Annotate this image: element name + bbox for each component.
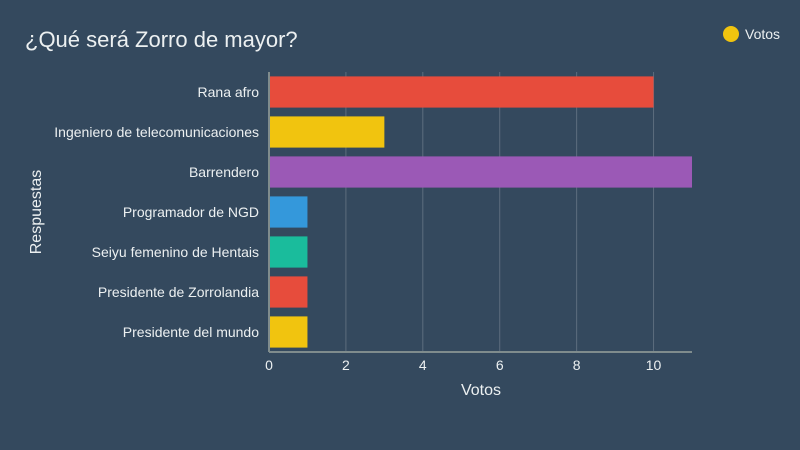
grid-lines <box>345 72 655 352</box>
axes <box>268 72 692 353</box>
category-label: Ingeniero de telecomunicaciones <box>54 124 259 140</box>
x-tick-label: 6 <box>496 357 504 373</box>
category-label: Barrendero <box>189 164 259 180</box>
x-tick-label: 0 <box>265 357 273 373</box>
bars <box>269 76 692 348</box>
category-label: Rana afro <box>198 84 260 100</box>
bar[interactable] <box>269 236 308 268</box>
category-label: Presidente del mundo <box>123 324 259 340</box>
category-label: Presidente de Zorrolandia <box>98 284 259 300</box>
legend-label: Votos <box>745 26 780 42</box>
x-axis-title: Votos <box>461 382 501 399</box>
x-tick-label: 10 <box>646 357 662 373</box>
legend[interactable]: Votos <box>723 26 780 42</box>
tick-labels: 0 2 4 6 8 10 <box>265 357 661 373</box>
category-label: Programador de NGD <box>123 204 259 220</box>
chart-title: ¿Qué será Zorro de mayor? <box>25 27 298 52</box>
bar[interactable] <box>269 196 308 228</box>
category-label: Seiyu femenino de Hentais <box>92 244 259 260</box>
y-axis-title: Respuestas <box>28 170 45 255</box>
bar[interactable] <box>269 156 692 188</box>
bar[interactable] <box>269 76 654 108</box>
x-tick-label: 8 <box>573 357 581 373</box>
bar[interactable] <box>269 276 308 308</box>
category-labels: Rana afro Ingeniero de telecomunicaciones… <box>54 84 259 340</box>
x-tick-label: 4 <box>419 357 427 373</box>
legend-marker <box>723 26 739 42</box>
bar[interactable] <box>269 116 385 148</box>
bar[interactable] <box>269 316 308 348</box>
x-tick-label: 2 <box>342 357 350 373</box>
